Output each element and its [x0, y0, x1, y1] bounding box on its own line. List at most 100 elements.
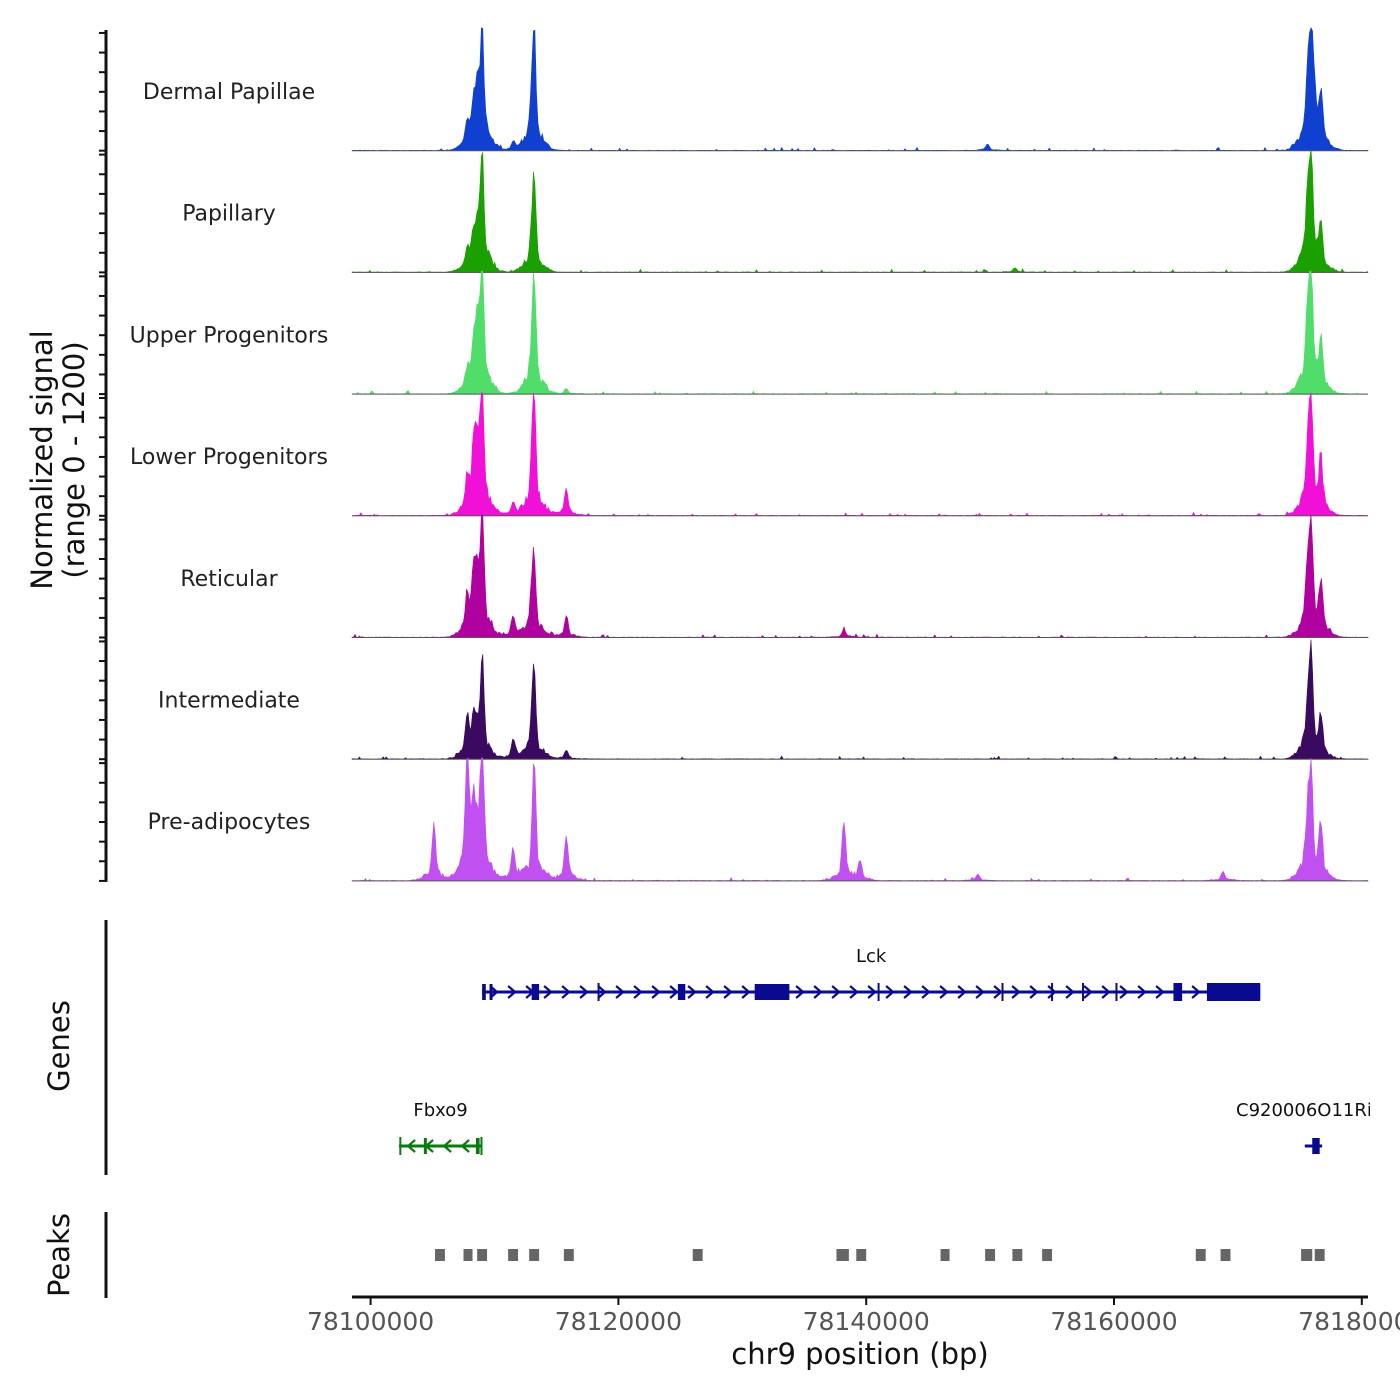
exon-block — [489, 984, 493, 1000]
peak-region — [692, 1249, 703, 1261]
y-axis-title-line1: Normalized signal — [25, 330, 59, 589]
x-tick-label: 78100000 — [307, 1307, 434, 1336]
strand-arrow — [442, 1139, 452, 1153]
signal-area — [351, 639, 1370, 760]
gene-label: Fbxo9 — [413, 1100, 467, 1121]
x-axis-title: chr9 position (bp) — [731, 1337, 988, 1371]
peak-region — [1220, 1249, 1231, 1261]
strand-arrow — [543, 985, 553, 999]
strand-arrow — [579, 985, 589, 999]
track-label: Lower Progenitors — [130, 445, 328, 470]
strand-arrow — [406, 1139, 416, 1153]
exon-block — [677, 984, 686, 1000]
peak-region — [1012, 1249, 1023, 1261]
strand-arrow — [561, 985, 571, 999]
strand-arrow — [813, 985, 823, 999]
exon-block — [1206, 983, 1261, 1001]
gene-c920006o11rik: C920006O11Rik — [1236, 1100, 1383, 1154]
exon-block — [423, 1138, 427, 1154]
gene-label: Lck — [856, 946, 887, 967]
track-lower-progenitors: Lower Progenitors — [130, 392, 1369, 517]
track-papillary: Papillary — [182, 149, 1369, 273]
exon-block — [475, 1138, 480, 1154]
peak-region — [563, 1249, 574, 1261]
signal-area — [351, 514, 1369, 638]
strand-arrow — [507, 985, 517, 999]
signal-area — [351, 392, 1369, 517]
strand-arrow — [975, 985, 985, 999]
track-label: Dermal Papillae — [143, 80, 315, 105]
track-label: Pre-adipocytes — [148, 810, 311, 835]
strand-arrow — [1155, 985, 1165, 999]
strand-arrow — [921, 985, 931, 999]
strand-arrow — [885, 985, 895, 999]
y-axis-title-line2: (range 0 - 1200) — [57, 341, 91, 578]
peak-region — [1195, 1249, 1206, 1261]
peak-region — [856, 1249, 867, 1261]
strand-arrow — [1029, 985, 1039, 999]
called-peaks — [435, 1249, 1325, 1261]
signal-tracks: Dermal Papillae Papillary Upper Progenitor… — [130, 27, 1370, 882]
track-dermal-papillae: Dermal Papillae — [143, 27, 1369, 152]
x-tick-label: 78160000 — [1050, 1307, 1177, 1336]
strand-arrow — [1047, 985, 1057, 999]
genes-panel-title: Genes — [42, 1000, 76, 1092]
strand-arrow — [669, 985, 679, 999]
track-pre-adipocytes: Pre-adipocytes — [148, 757, 1370, 882]
strand-arrow — [795, 985, 805, 999]
strand-arrow — [1083, 985, 1093, 999]
strand-arrow — [615, 985, 625, 999]
peak-region — [940, 1249, 950, 1261]
strand-arrow — [867, 985, 877, 999]
track-reticular: Reticular — [180, 514, 1369, 638]
exon-block — [482, 984, 486, 1000]
peak-region — [463, 1249, 473, 1261]
track-label: Reticular — [180, 567, 278, 592]
strand-arrow — [687, 985, 697, 999]
track-label: Upper Progenitors — [130, 323, 329, 348]
track-upper-progenitors: Upper Progenitors — [130, 270, 1369, 395]
strand-arrow — [1011, 985, 1021, 999]
strand-arrow — [597, 985, 607, 999]
strand-arrow — [460, 1139, 470, 1153]
strand-arrow — [633, 985, 643, 999]
x-axis: 78100000 78120000 78140000 78160000 78180000 — [307, 1295, 1400, 1336]
track-intermediate: Intermediate — [158, 639, 1370, 760]
x-tick-label: 78140000 — [803, 1307, 930, 1336]
strand-arrow — [1191, 985, 1201, 999]
peak-region — [836, 1249, 849, 1261]
strand-arrow — [723, 985, 733, 999]
peak-region — [1301, 1249, 1313, 1261]
x-tick-label: 78180000 — [1298, 1307, 1400, 1336]
strand-arrow — [1119, 985, 1129, 999]
strand-arrow — [849, 985, 859, 999]
signal-y-axis — [99, 30, 108, 882]
exon-block — [754, 984, 790, 1000]
strand-arrow — [831, 985, 841, 999]
peak-region — [477, 1249, 488, 1261]
exon-block — [1312, 1138, 1320, 1154]
strand-arrow — [705, 985, 715, 999]
strand-arrow — [993, 985, 1003, 999]
strand-arrow — [1065, 985, 1075, 999]
strand-arrow — [1137, 985, 1147, 999]
gene-annotations: Lck Fbxo9 C920006O11Rik — [399, 946, 1383, 1155]
strand-arrow — [903, 985, 913, 999]
strand-arrow — [741, 985, 751, 999]
exon-block — [1173, 983, 1183, 1001]
peak-region — [1314, 1249, 1325, 1261]
peak-region — [529, 1249, 540, 1261]
strand-arrow — [651, 985, 661, 999]
gene-fbxo9: Fbxo9 — [399, 1100, 483, 1155]
track-label: Intermediate — [158, 689, 300, 714]
peak-region — [1042, 1249, 1053, 1261]
peak-region — [985, 1249, 996, 1261]
x-tick-label: 78120000 — [555, 1307, 682, 1336]
signal-area — [351, 270, 1369, 395]
signal-area — [351, 27, 1369, 152]
strand-arrow — [1101, 985, 1111, 999]
peak-region — [508, 1249, 519, 1261]
signal-area — [351, 757, 1370, 882]
gene-label: C920006O11Rik — [1236, 1100, 1383, 1121]
